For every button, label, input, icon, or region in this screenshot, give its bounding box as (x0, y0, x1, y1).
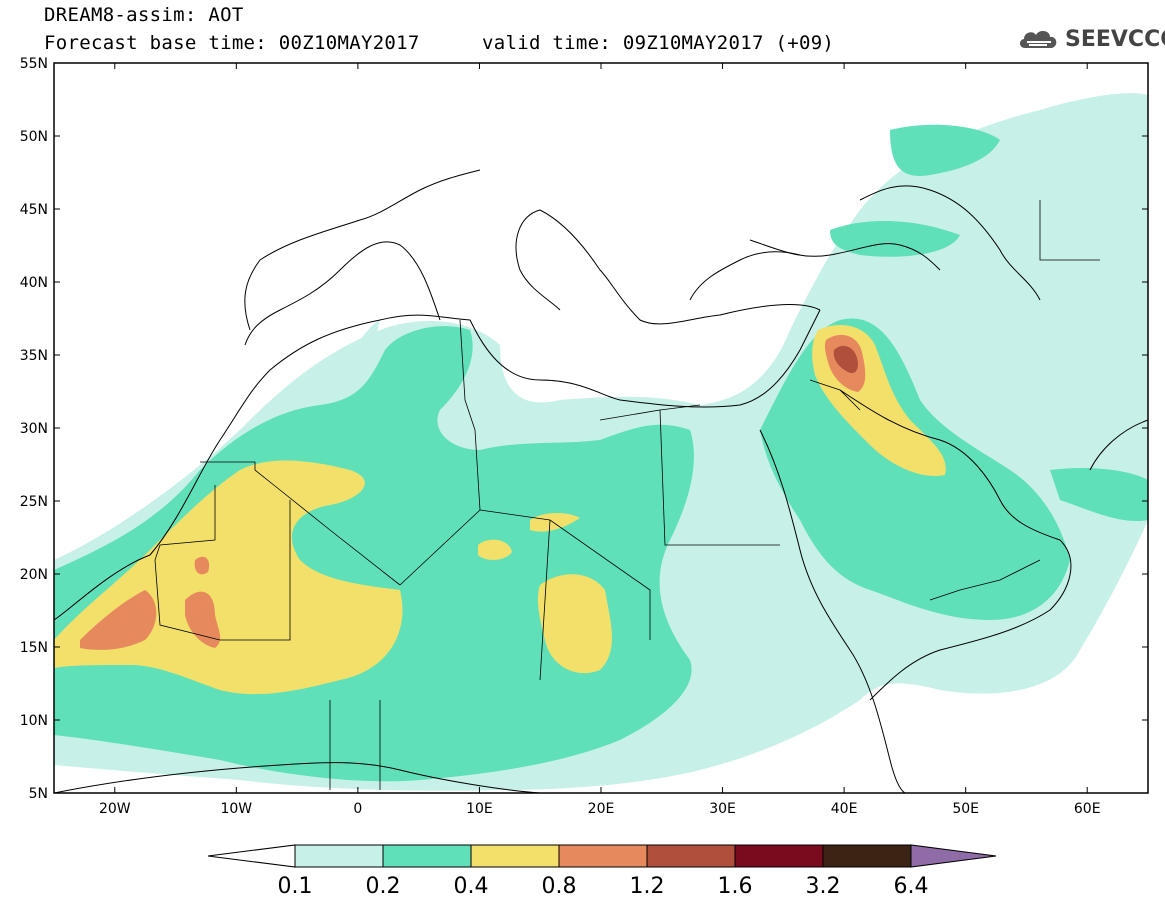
colorbar-swatch (734, 844, 824, 868)
lat-tick-label: 55N (20, 56, 48, 72)
colorbar-swatch (470, 844, 560, 868)
colorbar-swatch (294, 844, 384, 868)
colorbar-low-arrow (207, 844, 296, 868)
colorbar-label: 6.4 (894, 874, 929, 899)
lon-tick-label: 20E (588, 801, 615, 817)
colorbar-swatch (382, 844, 472, 868)
lat-tick-label: 50N (20, 129, 48, 145)
colorbar-label: 3.2 (806, 874, 841, 899)
colorbar-label: 0.1 (278, 874, 313, 899)
lon-tick-label: 10W (220, 801, 252, 817)
colorbar: 0.1 0.2 0.4 0.8 1.2 1.6 3.2 6.4 (207, 844, 997, 899)
lat-tick-label: 10N (20, 713, 48, 729)
latitude-axis: 5N 10N 15N 20N 25N 30N 35N 40N 45N 50N 55N (20, 56, 1148, 802)
colorbar-label: 0.8 (542, 874, 577, 899)
colorbar-label: 1.6 (718, 874, 753, 899)
lon-tick-label: 40E (831, 801, 858, 817)
lon-tick-label: 20W (99, 801, 131, 817)
country-borders (154, 200, 1100, 790)
lon-tick-label: 30E (709, 801, 736, 817)
map-title: DREAM8-assim: AOT (44, 4, 244, 26)
lon-tick-label: 50E (952, 801, 979, 817)
lat-tick-label: 30N (20, 421, 48, 437)
seevccc-logo: SEEVCCC (1017, 24, 1165, 54)
aot-field (54, 93, 1148, 791)
colorbar-swatch (822, 844, 912, 868)
colorbar-label: 0.4 (454, 874, 489, 899)
forecast-base-time: Forecast base time: 00Z10MAY2017 (44, 32, 420, 54)
aot-contour-1.2 (833, 345, 858, 374)
longitude-axis: 20W 10W 0 10E 20E 30E 40E 50E 60E (99, 63, 1101, 817)
lat-tick-label: 20N (20, 567, 48, 583)
colorbar-swatch (558, 844, 648, 868)
lat-tick-label: 5N (29, 786, 48, 802)
lon-tick-label: 10E (466, 801, 493, 817)
lon-tick-label: 0 (353, 801, 362, 817)
lon-tick-label: 60E (1074, 801, 1101, 817)
cloud-icon (1019, 31, 1057, 48)
colorbar-label: 1.2 (630, 874, 665, 899)
lat-tick-label: 45N (20, 202, 48, 218)
colorbar-high-arrow (910, 844, 997, 868)
colorbar-swatch (646, 844, 736, 868)
coastlines (54, 169, 1148, 793)
lat-tick-label: 15N (20, 640, 48, 656)
colorbar-label: 0.2 (366, 874, 401, 899)
logo-text: SEEVCCC (1065, 26, 1165, 52)
lat-tick-label: 40N (20, 275, 48, 291)
lat-tick-label: 25N (20, 494, 48, 510)
lat-tick-label: 35N (20, 348, 48, 364)
valid-time: valid time: 09Z10MAY2017 (+09) (482, 32, 835, 54)
